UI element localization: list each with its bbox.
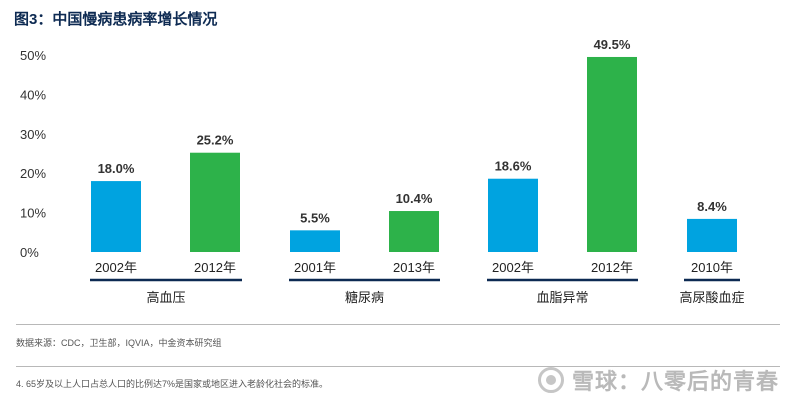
x-tick-label: 2012年 xyxy=(194,260,236,275)
group-label: 糖尿病 xyxy=(345,290,384,305)
divider-top xyxy=(16,324,780,325)
x-tick-label: 2001年 xyxy=(294,260,336,275)
data-label: 10.4% xyxy=(396,191,433,206)
y-tick-label: 20% xyxy=(20,166,46,181)
chart-title: 图3：中国慢病患病率增长情况 xyxy=(14,11,218,28)
source-note: 数据来源：CDC，卫生部，IQVIA，中金资本研究组 xyxy=(16,338,222,348)
y-tick-label: 0% xyxy=(20,245,39,260)
data-label: 18.6% xyxy=(495,159,532,174)
x-tick-label: 2002年 xyxy=(492,260,534,275)
bar-chart: 0%10%20%30%40%50%18.0%2002年25.2%2012年高血压… xyxy=(20,37,745,305)
group-label: 高血压 xyxy=(146,290,185,305)
bar xyxy=(290,230,340,252)
y-tick-label: 30% xyxy=(20,127,46,142)
data-label: 49.5% xyxy=(594,37,631,52)
y-tick-label: 50% xyxy=(20,48,46,63)
watermark: 雪球：八零后的青春 xyxy=(538,364,779,396)
data-label: 18.0% xyxy=(98,161,135,176)
x-tick-label: 2013年 xyxy=(393,260,435,275)
group-label: 高尿酸血症 xyxy=(679,290,744,305)
x-tick-label: 2012年 xyxy=(591,260,633,275)
data-label: 5.5% xyxy=(300,210,330,225)
bar xyxy=(687,218,737,252)
bar xyxy=(587,56,637,252)
y-tick-label: 10% xyxy=(20,206,46,221)
group-label: 血脂异常 xyxy=(536,290,588,305)
data-label: 8.4% xyxy=(697,199,727,214)
data-label: 25.2% xyxy=(197,133,234,148)
bar xyxy=(389,211,439,252)
x-tick-label: 2010年 xyxy=(691,260,733,275)
bar xyxy=(488,178,538,252)
bar xyxy=(190,152,240,252)
snowball-logo-icon xyxy=(538,367,564,393)
y-tick-label: 40% xyxy=(20,87,46,102)
footnote: 4. 65岁及以上人口占总人口的比例达7%是国家或地区进入老龄化社会的标准。 xyxy=(16,379,329,389)
divider-bottom xyxy=(16,366,780,367)
watermark-text: 雪球：八零后的青春 xyxy=(572,369,780,394)
x-tick-label: 2002年 xyxy=(95,260,137,275)
bar xyxy=(91,181,141,252)
